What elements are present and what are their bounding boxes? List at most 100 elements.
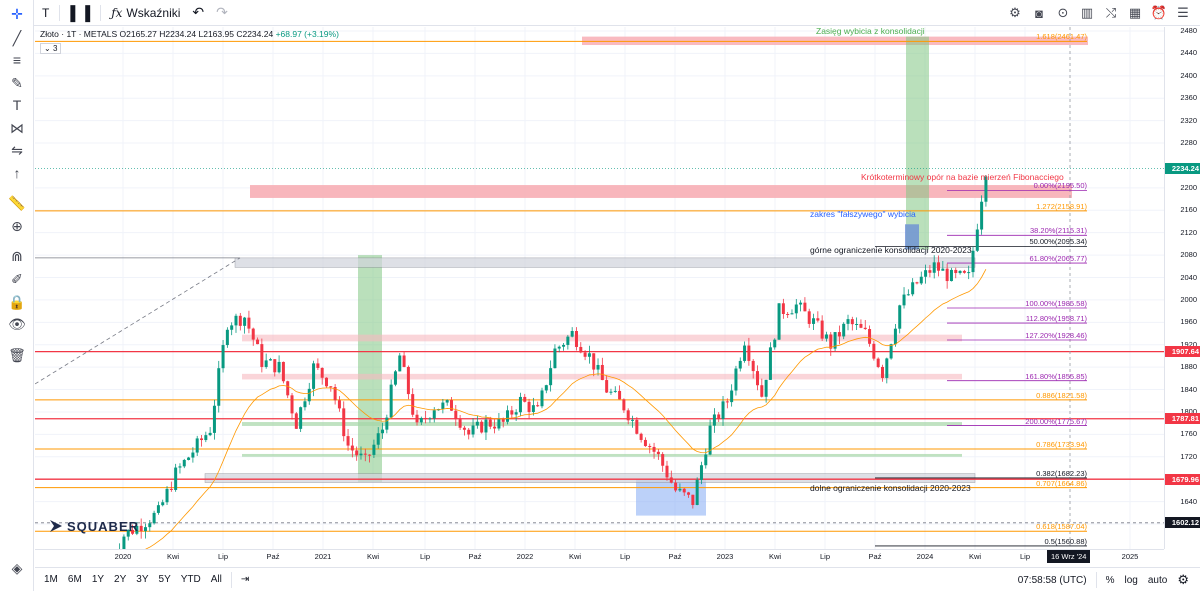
candle-body (764, 379, 768, 397)
upper-consolidation-label[interactable]: górne ograniczenie konsolidacji 2020-202… (810, 245, 972, 255)
legend-symbol[interactable]: Złoto · 1T · METALS (40, 29, 118, 39)
lower-consolidation-label[interactable]: dolne ograniczenie konsolidacji 2020-202… (810, 483, 971, 493)
fib-level-label[interactable]: 1.272(2158.91) (1036, 201, 1087, 211)
chart-canvas[interactable] (35, 27, 1164, 549)
range-button-all[interactable]: All (210, 574, 222, 585)
candle-body (445, 400, 449, 403)
logo-text: SQUABER (67, 518, 140, 534)
fib-level-label[interactable]: 50.00%(2095.34) (1029, 237, 1087, 247)
fib-level-label[interactable]: 0.707(1664.86) (1036, 478, 1087, 488)
price-tick-label: 2200 (1180, 182, 1197, 192)
candle-body (122, 536, 126, 549)
candle-body (333, 387, 337, 401)
utc-clock[interactable]: 07:58:58 (UTC) (1017, 574, 1087, 586)
fib-level-label[interactable]: 0.00%(2195.50) (1033, 181, 1087, 191)
crosshair-icon[interactable]: ✛ (11, 5, 23, 22)
magnet-icon[interactable]: ⋒ (11, 247, 23, 264)
indicator-count-toggle[interactable]: ⌄ 3 (40, 43, 62, 54)
candle-body (859, 323, 863, 328)
fib-level-label[interactable]: 200.00%(1775.67) (1025, 416, 1087, 426)
trend-line-icon[interactable]: ╱ (12, 29, 22, 46)
settings-gear-icon[interactable]: ⚙ (1009, 5, 1021, 20)
fib-level-label[interactable]: 127.20%(1928.46) (1025, 330, 1087, 340)
percent-toggle[interactable]: % (1105, 574, 1115, 586)
time-tick-label: Paź (468, 552, 482, 561)
candle-body (518, 396, 522, 413)
fib-level-label[interactable]: 0.382(1682.23) (1036, 468, 1087, 478)
arrow-up-icon[interactable]: ↑ (13, 165, 21, 181)
brush-icon[interactable]: ✎ (11, 74, 23, 91)
price-axis[interactable]: 2480 2440 2400 2360 2320 2280 2200 2160 2120 2080… (1164, 27, 1200, 549)
fib-level-label[interactable]: 161.80%(1855.85) (1025, 371, 1087, 381)
candle-body (376, 433, 380, 445)
candle-body (799, 302, 803, 305)
eye-icon[interactable]: 👁 (8, 315, 26, 332)
range-button-ytd[interactable]: YTD (180, 574, 201, 585)
candle-body (208, 432, 212, 436)
range-button-1m[interactable]: 1M (44, 574, 58, 585)
short-term-resistance-label[interactable]: Krótkoterminowy opór na bazie mierzeń Fi… (861, 172, 1064, 182)
time-axis[interactable]: 2020 Kwi Lip Paź 2021 Kwi Lip Paź 2022 Kwi Lip Paź 2… (35, 549, 1164, 563)
lock-pencil-icon[interactable]: ✐ (11, 270, 23, 287)
layers-icon[interactable]: ◈ (11, 559, 23, 576)
indicators-button[interactable]: ƒx Wskaźniki (105, 2, 186, 24)
candle-body (665, 465, 669, 478)
fib-level-label[interactable]: 61.80%(2065.77) (1029, 254, 1087, 264)
settings-gear-icon[interactable]: ⚙ (1177, 572, 1189, 587)
zoom-in-icon[interactable]: ⊕ (11, 217, 23, 234)
bar-chart-icon[interactable]: ▥ (1080, 5, 1094, 20)
symbol-search-button[interactable]: T (42, 5, 50, 20)
auto-toggle[interactable]: auto (1147, 574, 1168, 586)
fib-level-label[interactable]: 100.00%(1985.58) (1025, 298, 1087, 308)
pattern-icon[interactable]: ⋈ (10, 119, 24, 136)
time-tick-label: 2022 (516, 552, 534, 561)
fib-level-label[interactable]: 0.886(1821.58) (1036, 390, 1087, 400)
magnifier-icon[interactable]: ⊙ (1057, 5, 1069, 20)
shuffle-icon[interactable]: ⤭ (1105, 5, 1117, 20)
chart-type-icon[interactable]: ▌▐ (70, 4, 91, 21)
chart-pane[interactable] (35, 27, 1164, 549)
candle-body (225, 329, 229, 346)
candle-body (738, 360, 742, 369)
candle-body (135, 525, 139, 534)
breakout-range-label[interactable]: Zasięg wybicia z konsolidacji (816, 26, 925, 36)
false-breakout-label[interactable]: zakres "fałszywego" wybicia (810, 209, 916, 219)
candle-body (820, 320, 824, 339)
trash-icon[interactable]: 🗑 (8, 346, 26, 363)
legend-close: C2234.24 (236, 29, 274, 39)
fib-level-label[interactable]: 0.618(1587.04) (1036, 522, 1087, 532)
horizontal-lines-icon[interactable]: ≡ (12, 52, 22, 68)
range-button-5y[interactable]: 5Y (158, 574, 171, 585)
fib-level-label[interactable]: 1.618(2461.47) (1036, 32, 1087, 42)
camera-icon[interactable]: ◙ (1035, 5, 1043, 21)
fib-level-label[interactable]: 38.20%(2115.31) (1030, 226, 1087, 236)
range-button-6m[interactable]: 6M (67, 574, 82, 585)
fib-level-label[interactable]: 0.5(1560.88) (1044, 536, 1087, 546)
candle-body (148, 523, 152, 528)
fib-level-label[interactable]: 0.786(1733.94) (1036, 439, 1087, 449)
fib-level-label[interactable]: 112.80%(1958.71) (1025, 314, 1087, 324)
candle-body (842, 323, 846, 337)
measure-icon[interactable]: ⇋ (11, 141, 23, 158)
price-tick-label: 2360 (1180, 93, 1197, 103)
ruler-icon[interactable]: 📏 (8, 194, 26, 211)
undo-icon[interactable]: ↶ (192, 4, 205, 20)
lock-icon[interactable]: 🔒 (8, 293, 26, 310)
time-tick-label: Kwi (166, 552, 180, 561)
price-tick-label: 2440 (1180, 48, 1197, 58)
range-button-1y[interactable]: 1Y (91, 574, 105, 585)
candle-body (359, 453, 363, 456)
candle-body (346, 436, 350, 446)
date-range-icon[interactable]: ⇥ (240, 574, 250, 585)
candle-body (872, 343, 876, 359)
redo-icon[interactable]: ↷ (216, 4, 228, 20)
log-toggle[interactable]: log (1124, 574, 1138, 586)
range-button-3y[interactable]: 3Y (136, 574, 149, 585)
list-icon[interactable]: ☰ (1177, 5, 1189, 20)
alert-clock-icon[interactable]: ⏰ (1150, 5, 1168, 20)
range-button-2y[interactable]: 2Y (114, 574, 127, 585)
candle-body (829, 334, 833, 349)
text-tool-icon[interactable]: T (12, 97, 22, 113)
candle-body (415, 414, 419, 423)
calendar-icon[interactable]: ▦ (1128, 5, 1142, 20)
